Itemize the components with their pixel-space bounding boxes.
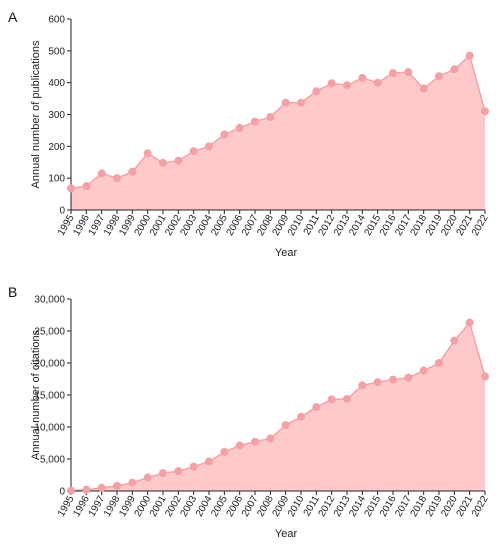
chart0-data-point [450,65,459,74]
chart1-data-point [113,481,121,490]
chart1-y-tick-label: 15,000 [34,391,65,402]
chart1-data-point [389,375,397,384]
chart0-data-point [174,156,183,165]
chart0-data-point [373,78,382,87]
chart0-data-point [128,167,137,176]
chart1-data-point [82,485,91,494]
chart0-y-tick-label: 300 [48,110,65,121]
chart0-y-axis-title: Annual number of publications [30,40,42,188]
chart0-x-tick-label: 2022 [470,213,491,238]
chart0-data-point [297,98,305,107]
chart1-data-point [189,462,198,471]
chart0-y-tick-label: 100 [48,174,65,185]
chart1-y-tick-label: 25,000 [34,327,65,338]
panel-label-a: A [8,9,18,25]
chart1-data-point [220,447,229,456]
chart1-data-point [481,372,489,381]
chart0-data-point [205,142,213,151]
chart1-data-point [174,467,183,476]
chart0-y-tick-label: 500 [48,46,65,57]
chart0-data-point [312,87,321,96]
chart0-data-point [358,73,367,82]
chart0-y-tick-label: 600 [48,15,65,26]
chart0-data-point [143,149,152,158]
chart0-data-point [251,117,259,126]
chart1-data-point [143,473,152,482]
chart1-data-point [97,483,106,492]
chart0-data-point [343,81,351,90]
chart0-series-line [70,54,486,190]
panel-label-b: B [8,284,17,300]
chart1-series-line [70,321,486,492]
chart1-data-point [67,486,75,495]
chart0-data-point [327,79,336,88]
chart0-data-point [82,182,91,191]
chart0-data-point [404,68,413,77]
chart1-data-point [205,457,213,466]
chart0-data-point [465,51,474,60]
chart1-x-axis-title: Year [275,528,298,540]
chart1-y-tick-label: 5,000 [40,455,65,466]
chart1-data-point [465,318,474,327]
chart0-x-axis-title: Year [275,247,298,259]
chart0-y-tick-label: 0 [59,206,65,217]
chart0-data-point [113,174,121,183]
chart0-data-point [235,123,244,132]
chart0-data-point [97,169,106,178]
chart1-area-fill [71,322,485,491]
chart0-data-point [435,72,443,81]
chart0-area-fill [71,55,485,210]
chart1-y-tick-label: 30,000 [34,295,65,306]
chart0-data-point [419,84,428,93]
chart1-data-point [159,469,167,478]
chart0-data-point [159,158,167,167]
chart0-y-tick-label: 400 [48,78,65,89]
chart1-x-tick-label: 2022 [470,494,491,519]
chart1-data-point [297,412,305,421]
chart0-data-point [67,184,75,193]
chart1-data-point [235,441,244,450]
chart1-data-point [251,437,259,446]
chart0-y-tick-label: 200 [48,142,65,153]
chart1-data-point [128,478,137,487]
chart1-data-point [327,395,336,404]
chart0-data-point [189,147,198,156]
chart1-y-tick-label: 0 [59,487,65,498]
chart1-data-point [450,336,459,345]
chart0-data-point [389,69,397,78]
chart0-x-tick-label: 2010 [286,213,307,238]
chart0-data-point [481,107,489,116]
chart1-y-tick-label: 20,000 [34,359,65,370]
chart1-y-tick-label: 10,000 [34,423,65,434]
chart0-data-point [281,98,290,107]
chart1-x-tick-label: 2010 [286,494,307,519]
chart1-data-point [281,421,290,430]
chart1-data-point [358,381,367,390]
chart0-data-point [220,130,229,139]
chart0-data-point [266,113,275,122]
chart1-data-point [343,394,351,403]
chart1-data-point [266,434,275,443]
chart1-y-axis-title: Annual number of citations [30,329,42,460]
chart1-data-point [404,373,413,382]
chart1-data-point [435,359,443,367]
chart1-data-point [373,378,382,387]
chart1-data-point [312,403,321,412]
chart1-data-point [419,366,428,375]
